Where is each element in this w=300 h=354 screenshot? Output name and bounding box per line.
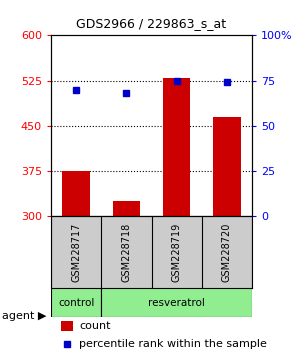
Bar [51, 289, 101, 317]
Text: percentile rank within the sample: percentile rank within the sample [79, 339, 267, 349]
Text: resveratrol: resveratrol [148, 298, 205, 308]
Text: GSM228719: GSM228719 [172, 223, 182, 282]
Bar [62, 171, 90, 216]
Text: GSM228718: GSM228718 [122, 223, 131, 282]
Text: GSM228717: GSM228717 [71, 223, 81, 282]
Text: GDS2966 / 229863_s_at: GDS2966 / 229863_s_at [76, 17, 226, 30]
Bar [163, 78, 190, 216]
Text: control: control [58, 298, 94, 308]
Text: agent ▶: agent ▶ [2, 311, 46, 321]
Text: GSM228720: GSM228720 [222, 223, 232, 282]
Bar [101, 289, 252, 317]
Text: count: count [79, 321, 111, 331]
Bar [213, 117, 241, 216]
Bar [61, 321, 73, 331]
Bar [112, 201, 140, 216]
